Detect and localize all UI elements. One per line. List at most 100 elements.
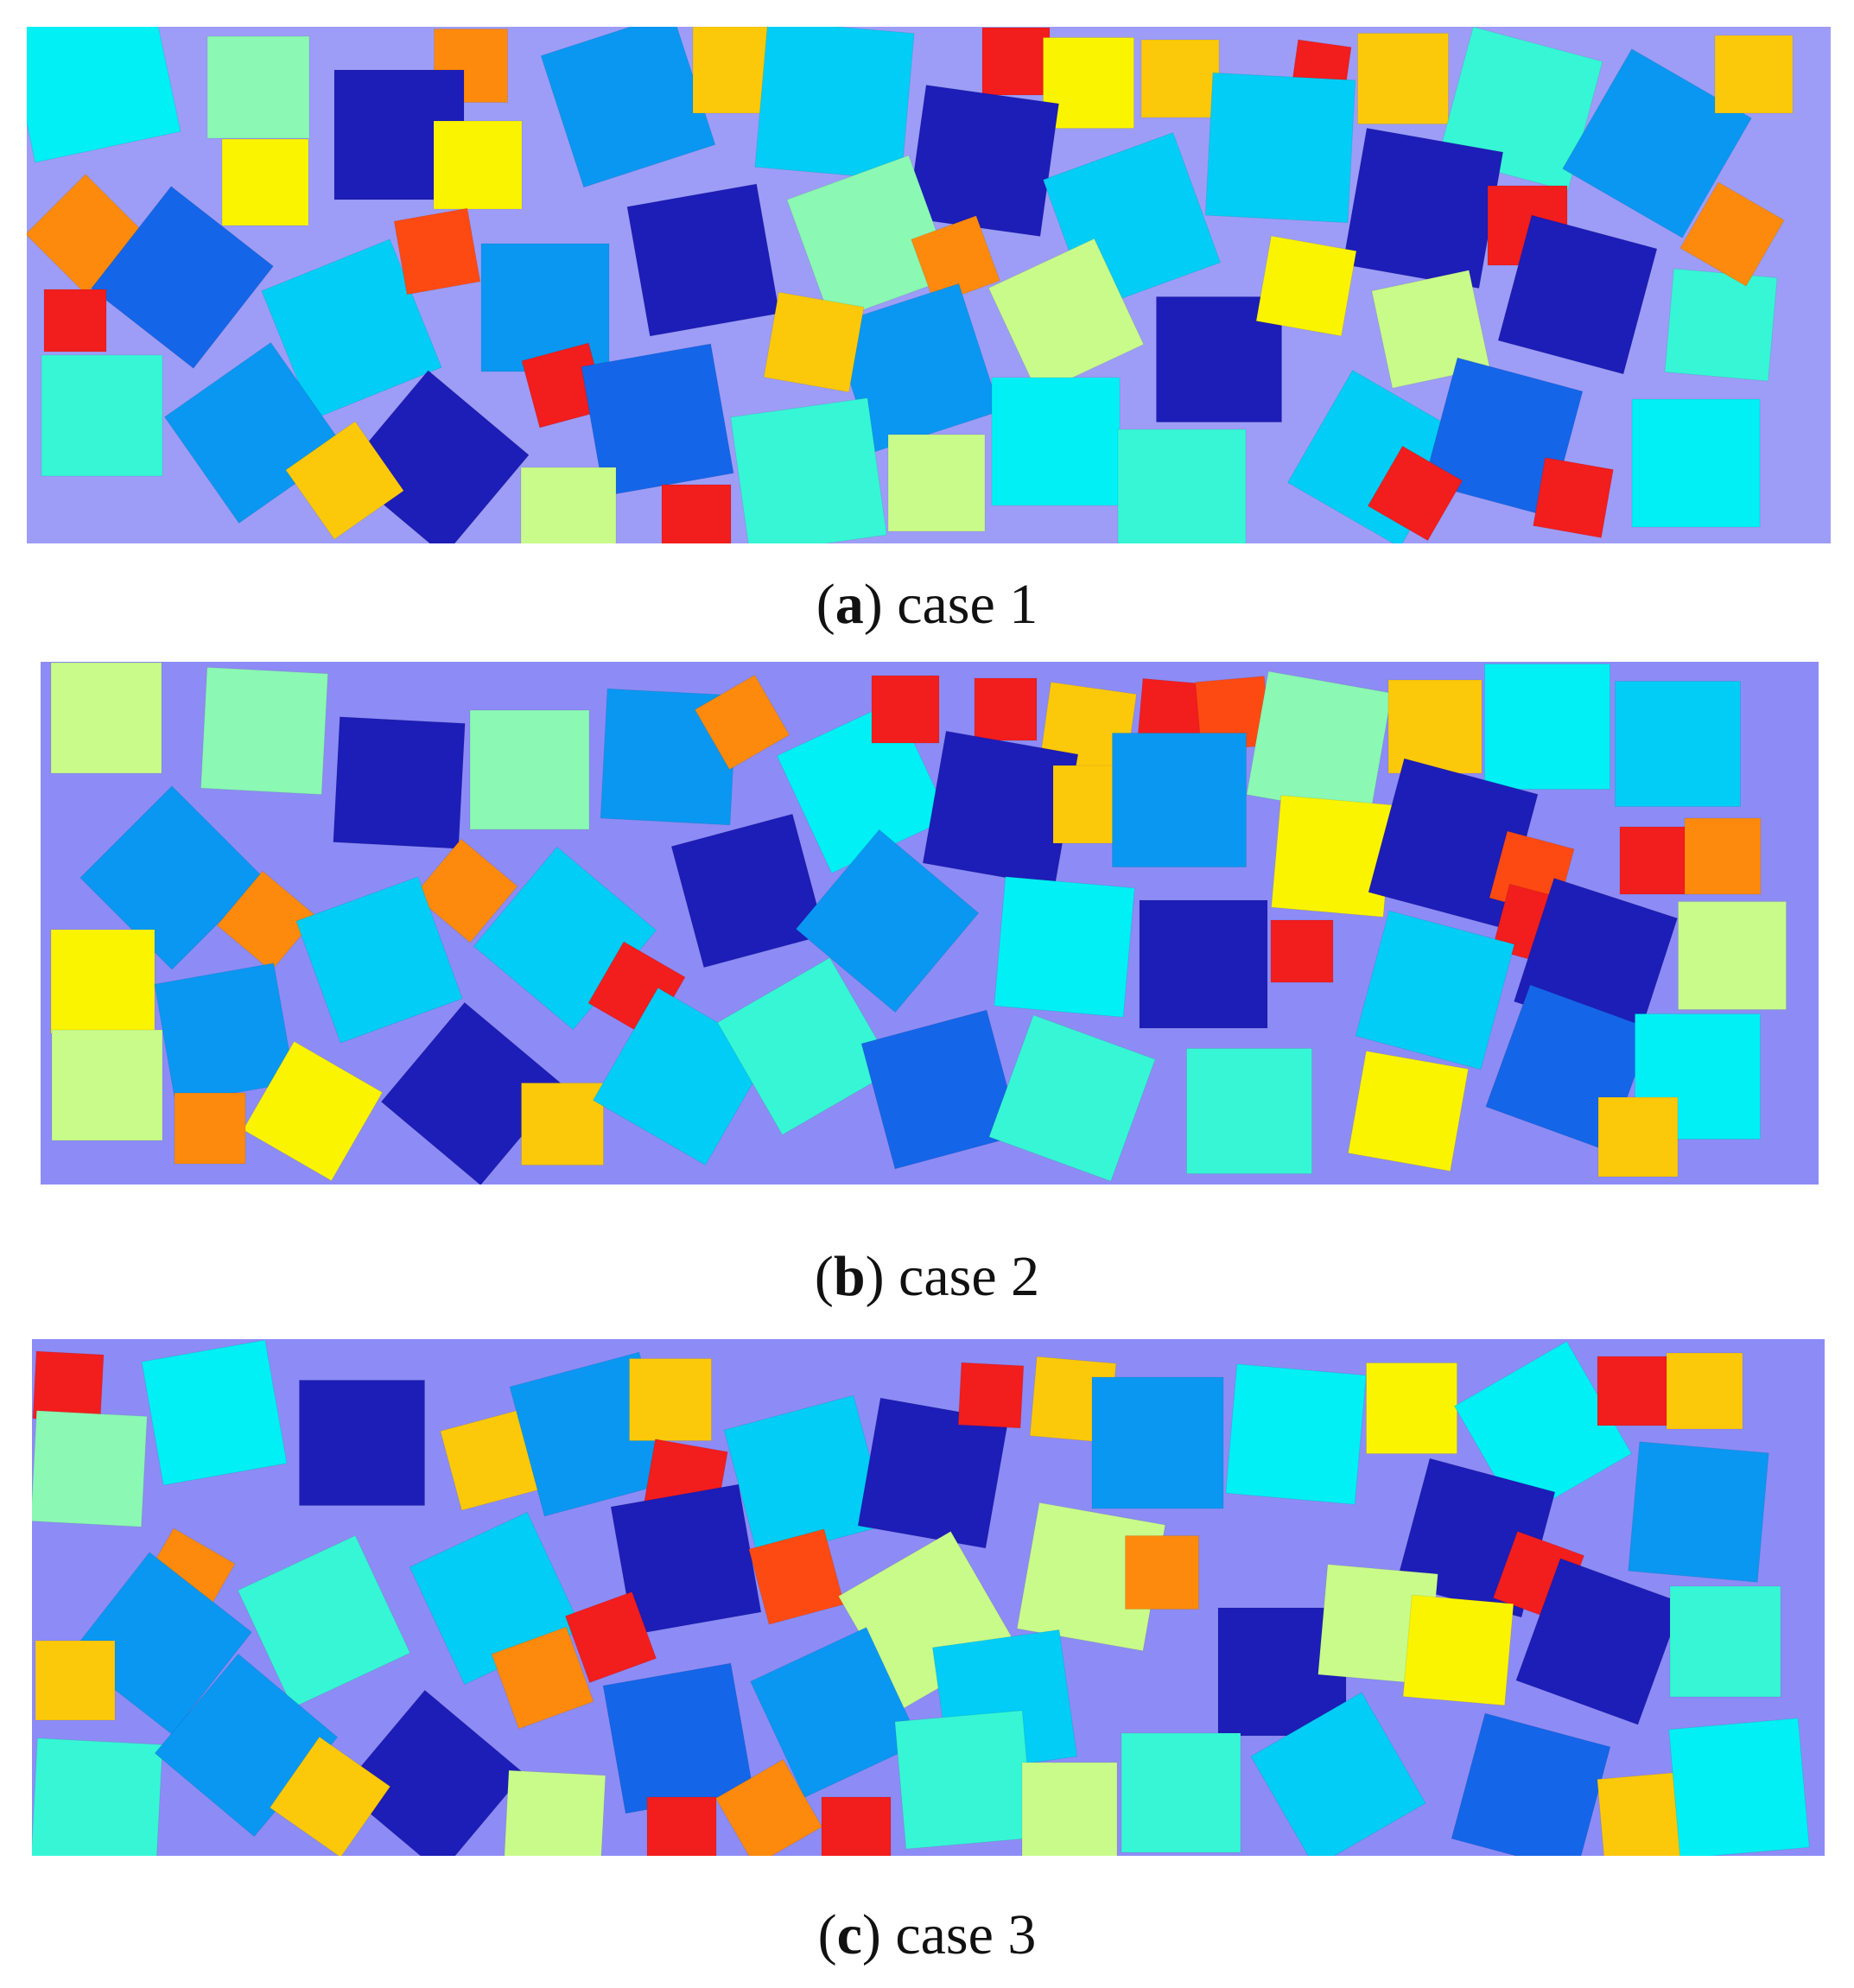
square-particle [340, 1689, 525, 1856]
square-particle [521, 1083, 604, 1165]
square-particle [991, 377, 1121, 506]
square-particle [994, 876, 1135, 1018]
square-particle [1402, 1594, 1514, 1706]
square-particle [269, 1736, 391, 1856]
square-particle [1597, 1356, 1667, 1426]
square-particle [1342, 127, 1504, 289]
square-particle [491, 1626, 594, 1730]
square-particle [200, 666, 329, 796]
square-particle [1225, 1363, 1367, 1505]
square-particle [1497, 214, 1658, 375]
square-particle [141, 1339, 288, 1486]
particle-packing-case-1 [27, 27, 1794, 543]
square-particle [716, 956, 896, 1136]
square-particle [50, 662, 162, 774]
square-particle [860, 1009, 1021, 1170]
square-particle [154, 962, 295, 1104]
square-particle [32, 1737, 163, 1856]
square-particle [1668, 1718, 1810, 1856]
square-particle [1387, 679, 1483, 774]
square-particle [887, 434, 986, 532]
square-particle [1664, 268, 1778, 382]
square-particle [857, 1397, 1009, 1549]
square-particle [469, 709, 590, 830]
square-particle [413, 838, 518, 943]
square-particle [27, 27, 181, 163]
square-particle [1484, 664, 1610, 790]
square-particle [299, 1380, 425, 1506]
square-particle [1533, 457, 1614, 538]
square-particle [91, 186, 274, 369]
square-particle [1250, 1692, 1426, 1856]
square-particle [1679, 181, 1785, 287]
square-particle [51, 1029, 163, 1141]
panel-case-1 [27, 27, 1831, 543]
square-particle [261, 238, 442, 420]
square-particle [79, 785, 264, 970]
square-particle [393, 207, 481, 295]
square-particle [670, 813, 826, 969]
square-particle [216, 870, 318, 972]
square-particle [1669, 1585, 1781, 1698]
panel-case-3 [32, 1339, 1825, 1856]
square-particle [1091, 1376, 1224, 1509]
square-particle [1112, 733, 1247, 867]
caption-case-3: (c) case 3 [817, 1903, 1037, 1966]
square-particle [1204, 72, 1356, 224]
square-particle [32, 1410, 148, 1528]
square-particle [754, 27, 915, 181]
square-particle [564, 1591, 657, 1684]
particle-packing-case-3 [32, 1339, 1810, 1856]
square-particle [221, 138, 309, 226]
square-particle [343, 370, 530, 543]
square-particle [1140, 39, 1220, 118]
square-particle [714, 1758, 823, 1856]
square-particle [957, 1362, 1025, 1429]
square-particle [629, 1358, 712, 1441]
square-particle [894, 1710, 1034, 1850]
square-particle [540, 27, 716, 188]
square-particle [981, 27, 1051, 96]
square-particle [581, 343, 734, 497]
square-particle [1139, 899, 1268, 1029]
square-particle [503, 1769, 606, 1856]
square-particle [69, 1552, 252, 1735]
square-particle [1021, 1762, 1118, 1856]
square-particle [1355, 910, 1515, 1070]
square-particle [911, 215, 1000, 305]
square-particle [41, 354, 163, 477]
square-particle [1357, 33, 1449, 124]
caption-case-1: (a) case 1 [816, 573, 1038, 636]
square-particle [1666, 1352, 1743, 1430]
square-particle [694, 674, 790, 771]
caption-case-2: (b) case 2 [814, 1245, 1040, 1308]
square-particle [1255, 235, 1357, 337]
square-particle [520, 467, 617, 543]
square-particle [1451, 1712, 1611, 1856]
square-particle [795, 829, 980, 1013]
square-particle [1678, 901, 1787, 1010]
square-particle [1684, 817, 1762, 895]
square-particle [295, 876, 463, 1044]
square-particle [433, 120, 523, 210]
particle-packing-case-2 [50, 662, 1787, 1185]
square-particle [821, 1796, 892, 1856]
square-particle [1270, 919, 1334, 983]
square-particle [1117, 429, 1247, 543]
square-particle [285, 421, 404, 540]
square-particle [242, 1040, 384, 1182]
square-particle [988, 1014, 1156, 1182]
square-particle [1619, 826, 1688, 895]
square-particle [763, 291, 865, 393]
square-particle [626, 183, 780, 337]
square-particle [237, 1534, 411, 1709]
square-particle [974, 677, 1038, 741]
square-particle [1628, 1441, 1769, 1583]
square-particle [748, 1528, 845, 1625]
panel-case-2 [41, 662, 1819, 1185]
square-particle [1121, 1732, 1241, 1853]
square-particle [1367, 445, 1464, 542]
square-particle [1366, 1362, 1457, 1454]
square-particle [1271, 795, 1394, 918]
square-particle [646, 1796, 717, 1856]
